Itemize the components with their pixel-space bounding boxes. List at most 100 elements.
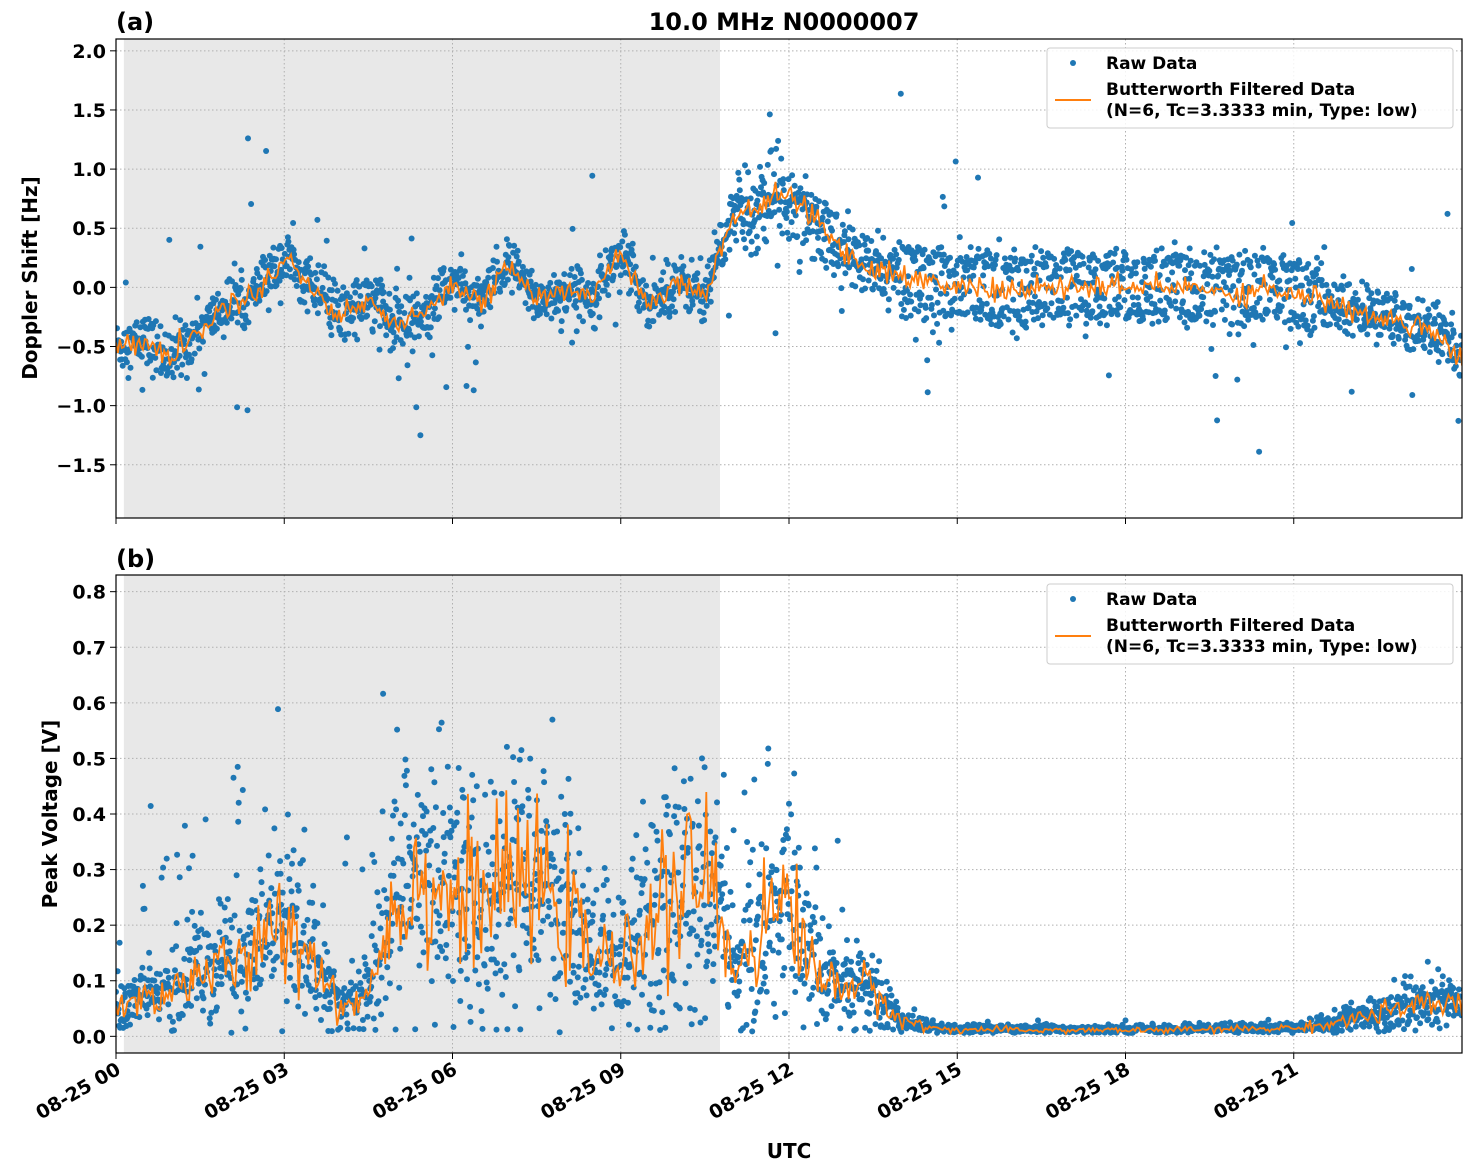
raw-data-point	[601, 865, 608, 871]
raw-data-point	[875, 227, 881, 234]
raw-data-point	[835, 263, 842, 270]
raw-data-point	[226, 939, 233, 946]
raw-data-point	[349, 957, 356, 964]
raw-data-point	[1078, 296, 1084, 303]
raw-data-point	[470, 387, 477, 394]
raw-data-point	[856, 242, 863, 249]
raw-data-point	[545, 898, 552, 904]
raw-data-point	[1023, 267, 1030, 274]
raw-data-point	[462, 280, 469, 287]
raw-data-point	[869, 952, 876, 959]
raw-data-point	[538, 929, 544, 935]
raw-data-point	[330, 968, 337, 975]
raw-data-point	[1172, 298, 1179, 305]
raw-data-point	[1456, 372, 1462, 379]
raw-data-point	[1114, 264, 1121, 271]
raw-data-point	[284, 811, 291, 818]
raw-data-point	[536, 1005, 543, 1012]
raw-data-point	[305, 263, 312, 270]
raw-data-point	[1028, 280, 1035, 286]
raw-data-point	[1180, 298, 1186, 305]
raw-data-point	[555, 875, 562, 882]
raw-data-point	[1364, 331, 1371, 338]
raw-data-point	[549, 716, 556, 723]
raw-data-point	[589, 172, 596, 179]
raw-data-point	[780, 187, 787, 194]
raw-data-point	[695, 822, 702, 829]
raw-data-point	[444, 763, 451, 770]
raw-data-point	[473, 783, 480, 790]
raw-data-point	[1419, 297, 1426, 304]
raw-data-point	[656, 994, 663, 1001]
raw-data-point	[1039, 312, 1046, 319]
raw-data-point	[231, 912, 238, 919]
raw-data-point	[679, 844, 686, 851]
raw-data-point	[359, 1017, 366, 1023]
raw-data-point	[567, 272, 573, 279]
raw-data-point	[905, 273, 912, 280]
raw-data-point	[433, 283, 440, 289]
y-tick-label: −1.5	[56, 455, 106, 477]
raw-data-point	[449, 921, 455, 928]
raw-data-point	[1052, 267, 1059, 274]
raw-data-point	[745, 882, 752, 889]
raw-data-point	[1304, 322, 1311, 329]
raw-data-point	[1271, 261, 1278, 268]
y-tick-label: 0.4	[72, 804, 106, 826]
y-tick-label: 0.8	[72, 582, 106, 604]
raw-data-point	[451, 306, 458, 313]
raw-data-point	[519, 803, 526, 810]
raw-data-point	[674, 922, 681, 929]
raw-data-point	[1086, 257, 1093, 264]
raw-data-point	[1184, 324, 1191, 331]
raw-data-point	[595, 982, 602, 989]
raw-data-point	[406, 327, 412, 334]
raw-data-point	[291, 949, 298, 956]
raw-data-point	[1142, 273, 1149, 280]
raw-data-point	[408, 896, 415, 903]
raw-data-point	[464, 976, 470, 983]
raw-data-point	[465, 343, 471, 350]
raw-data-point	[1212, 373, 1219, 379]
raw-data-point	[1115, 293, 1122, 300]
raw-data-point	[1011, 246, 1018, 253]
raw-data-point	[658, 277, 665, 284]
raw-data-point	[705, 941, 712, 948]
raw-data-point	[201, 371, 208, 377]
raw-data-point	[238, 1008, 245, 1015]
raw-data-point	[200, 995, 207, 1002]
raw-data-point	[195, 386, 202, 393]
raw-data-point	[1121, 297, 1128, 304]
raw-data-point	[596, 969, 603, 976]
raw-data-point	[778, 155, 785, 162]
raw-data-point	[397, 945, 404, 952]
raw-data-point	[474, 954, 481, 961]
raw-data-point	[1140, 316, 1147, 323]
raw-data-point	[558, 793, 565, 800]
raw-data-point	[291, 276, 298, 283]
raw-data-point	[1344, 330, 1351, 337]
raw-data-point	[1346, 281, 1353, 288]
raw-data-point	[680, 778, 687, 785]
raw-data-point	[787, 912, 794, 919]
raw-data-point	[1147, 263, 1154, 270]
raw-data-point	[1028, 252, 1035, 259]
raw-data-point	[493, 1026, 500, 1033]
raw-data-point	[284, 853, 291, 860]
raw-data-point	[138, 353, 145, 360]
raw-data-point	[396, 984, 403, 991]
raw-data-point	[156, 1016, 162, 1023]
raw-data-point	[1208, 346, 1215, 352]
raw-data-point	[717, 862, 724, 869]
raw-data-point	[569, 225, 576, 232]
raw-data-point	[758, 841, 765, 848]
raw-data-point	[1185, 308, 1192, 315]
raw-data-point	[353, 277, 360, 284]
raw-data-point	[1165, 276, 1171, 283]
raw-data-point	[696, 843, 703, 850]
raw-data-point	[709, 978, 716, 984]
raw-data-point	[947, 254, 953, 261]
raw-data-point	[951, 295, 958, 302]
raw-data-point	[772, 1014, 779, 1020]
